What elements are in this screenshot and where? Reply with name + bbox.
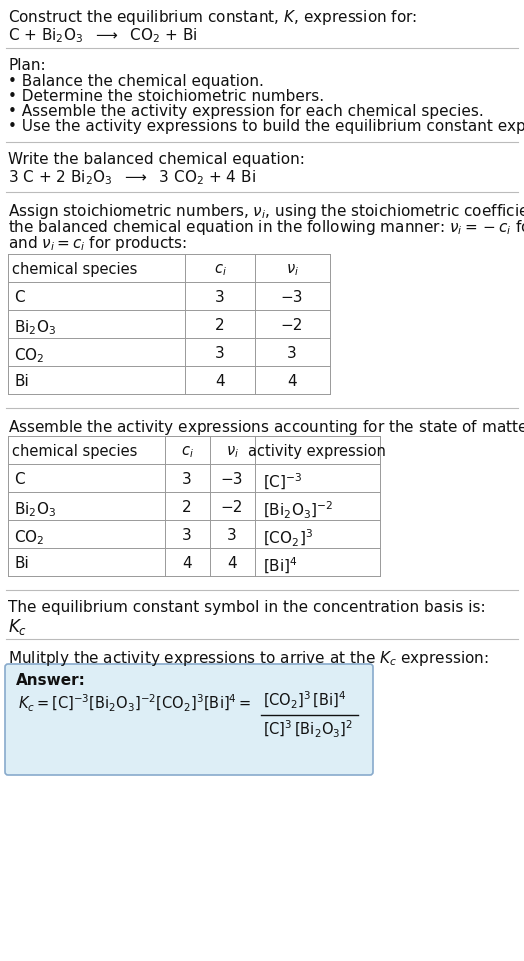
Text: −3: −3	[221, 472, 243, 487]
Text: • Use the activity expressions to build the equilibrium constant expression.: • Use the activity expressions to build …	[8, 119, 524, 134]
Text: [Bi]$^4$: [Bi]$^4$	[263, 556, 298, 576]
Text: C + Bi$_2$O$_3$  $\longrightarrow$  CO$_2$ + Bi: C + Bi$_2$O$_3$ $\longrightarrow$ CO$_2$…	[8, 26, 198, 45]
Text: Bi: Bi	[14, 556, 29, 571]
Text: Answer:: Answer:	[16, 673, 86, 688]
Text: $K_c$: $K_c$	[8, 617, 27, 637]
Text: −3: −3	[281, 290, 303, 305]
Text: 4: 4	[227, 556, 237, 571]
Text: $c_i$: $c_i$	[214, 262, 226, 278]
Text: The equilibrium constant symbol in the concentration basis is:: The equilibrium constant symbol in the c…	[8, 600, 486, 615]
Text: 3: 3	[182, 472, 192, 487]
Text: 4: 4	[287, 374, 297, 389]
Text: 3 C + 2 Bi$_2$O$_3$  $\longrightarrow$  3 CO$_2$ + 4 Bi: 3 C + 2 Bi$_2$O$_3$ $\longrightarrow$ 3 …	[8, 168, 256, 186]
Text: $[\mathrm{CO_2}]^3\,[\mathrm{Bi}]^4$: $[\mathrm{CO_2}]^3\,[\mathrm{Bi}]^4$	[263, 690, 346, 711]
Text: 3: 3	[287, 346, 297, 361]
Text: CO$_2$: CO$_2$	[14, 528, 45, 547]
Text: Construct the equilibrium constant, $K$, expression for:: Construct the equilibrium constant, $K$,…	[8, 8, 417, 27]
Text: $\nu_i$: $\nu_i$	[286, 262, 299, 278]
Text: 4: 4	[215, 374, 225, 389]
Text: chemical species: chemical species	[12, 444, 137, 459]
Text: Assign stoichiometric numbers, $\nu_i$, using the stoichiometric coefficients, $: Assign stoichiometric numbers, $\nu_i$, …	[8, 202, 524, 221]
Text: $K_c = [\mathrm{C}]^{-3}[\mathrm{Bi_2O_3}]^{-2}[\mathrm{CO_2}]^3[\mathrm{Bi}]^4 : $K_c = [\mathrm{C}]^{-3}[\mathrm{Bi_2O_3…	[18, 693, 252, 714]
Text: • Assemble the activity expression for each chemical species.: • Assemble the activity expression for e…	[8, 104, 484, 119]
Text: $\nu_i$: $\nu_i$	[225, 444, 238, 459]
Text: Plan:: Plan:	[8, 58, 46, 73]
Text: [Bi$_2$O$_3$]$^{-2}$: [Bi$_2$O$_3$]$^{-2}$	[263, 500, 333, 521]
Text: $[\mathrm{C}]^3\,[\mathrm{Bi_2O_3}]^2$: $[\mathrm{C}]^3\,[\mathrm{Bi_2O_3}]^2$	[263, 719, 353, 740]
Text: and $\nu_i = c_i$ for products:: and $\nu_i = c_i$ for products:	[8, 234, 187, 253]
Text: chemical species: chemical species	[12, 262, 137, 277]
Text: activity expression: activity expression	[248, 444, 386, 459]
Text: [CO$_2$]$^3$: [CO$_2$]$^3$	[263, 528, 313, 549]
Text: Assemble the activity expressions accounting for the state of matter and $\nu_i$: Assemble the activity expressions accoun…	[8, 418, 524, 437]
Text: Mulitply the activity expressions to arrive at the $K_c$ expression:: Mulitply the activity expressions to arr…	[8, 649, 489, 668]
Text: • Balance the chemical equation.: • Balance the chemical equation.	[8, 74, 264, 89]
Text: −2: −2	[221, 500, 243, 515]
Text: 2: 2	[215, 318, 225, 333]
Text: 3: 3	[215, 346, 225, 361]
Text: the balanced chemical equation in the following manner: $\nu_i = -c_i$ for react: the balanced chemical equation in the fo…	[8, 218, 524, 237]
Text: $c_i$: $c_i$	[181, 444, 193, 459]
Text: [C]$^{-3}$: [C]$^{-3}$	[263, 472, 302, 492]
Text: −2: −2	[281, 318, 303, 333]
Text: C: C	[14, 472, 25, 487]
Text: Bi: Bi	[14, 374, 29, 389]
Text: • Determine the stoichiometric numbers.: • Determine the stoichiometric numbers.	[8, 89, 324, 104]
Text: 3: 3	[227, 528, 237, 543]
FancyBboxPatch shape	[5, 664, 373, 775]
Text: C: C	[14, 290, 25, 305]
Text: 4: 4	[182, 556, 192, 571]
Text: 2: 2	[182, 500, 192, 515]
Text: 3: 3	[182, 528, 192, 543]
Text: CO$_2$: CO$_2$	[14, 346, 45, 365]
Text: Write the balanced chemical equation:: Write the balanced chemical equation:	[8, 152, 305, 167]
Text: 3: 3	[215, 290, 225, 305]
Text: Bi$_2$O$_3$: Bi$_2$O$_3$	[14, 500, 56, 519]
Text: Bi$_2$O$_3$: Bi$_2$O$_3$	[14, 318, 56, 336]
